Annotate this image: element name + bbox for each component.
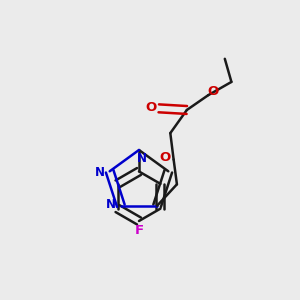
Text: N: N [106,198,116,211]
Text: N: N [137,152,147,165]
Text: N: N [95,167,105,179]
Text: O: O [160,152,171,164]
Text: F: F [134,224,144,237]
Text: O: O [208,85,219,98]
Text: O: O [145,101,156,114]
